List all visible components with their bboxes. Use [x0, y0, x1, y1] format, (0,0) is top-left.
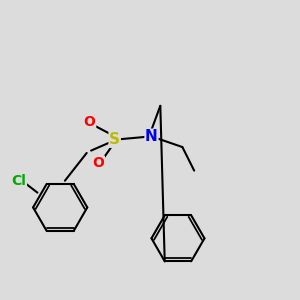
Text: S: S: [109, 132, 120, 147]
Text: Cl: Cl: [11, 174, 26, 188]
Text: O: O: [84, 115, 96, 129]
Text: O: O: [92, 156, 104, 170]
Text: N: N: [145, 129, 158, 144]
